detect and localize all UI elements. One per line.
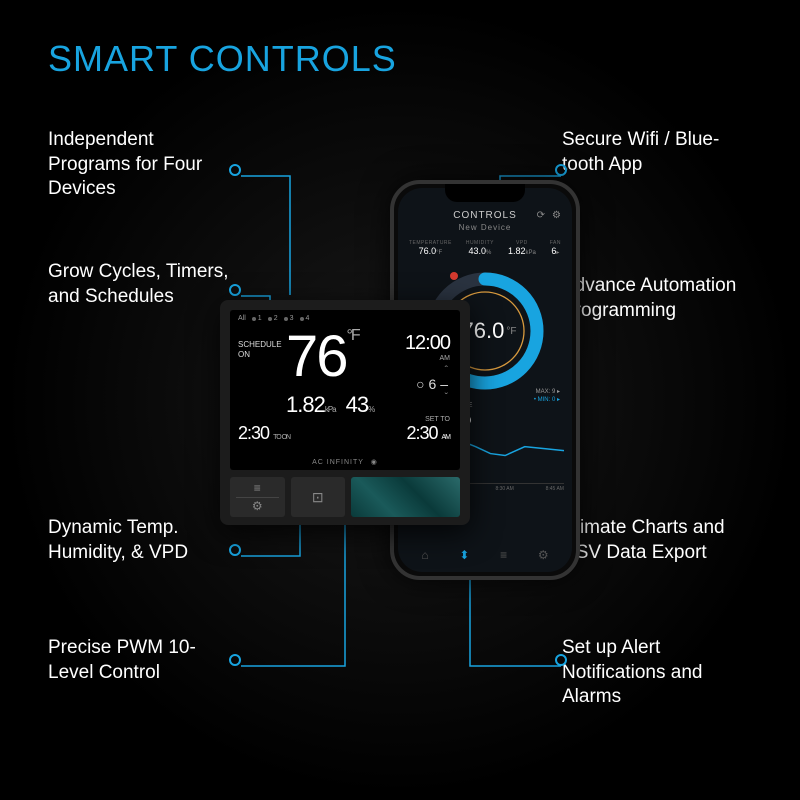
home-icon[interactable]: ⌂ <box>421 548 428 562</box>
feature-left-2: Dynamic Temp. Humidity, & VPD <box>48 516 238 565</box>
chart-icon[interactable]: ⬍ <box>459 548 469 562</box>
refresh-icon[interactable]: ⟳ <box>537 210 546 221</box>
feature-left-0: Independent Programs for Four Devices <box>48 128 238 202</box>
port-2[interactable]: 2 <box>268 315 278 322</box>
clock-time: 12:00 <box>405 332 450 354</box>
callout-dot <box>229 164 241 176</box>
fan-speed: ˆ ○ 6 – ˇ <box>416 365 448 403</box>
pcb-cutaway <box>351 477 460 517</box>
sliders-icon[interactable]: ≡ <box>500 548 507 562</box>
humidity-value: 43 <box>346 392 368 417</box>
controller-buttons: ≡ ⚙ ⊡ <box>230 477 460 517</box>
controller-screen: All 1234 SCHEDULEON 76°F 12:00 AM ˆ ○ 6 –… <box>230 310 460 470</box>
callout-dot <box>229 654 241 666</box>
gauge-max: MAX: 9 ▸ <box>534 388 560 396</box>
metric-item: VPD1.82kPa <box>508 240 536 256</box>
setto-label: SET TO <box>406 416 450 423</box>
callout-dot <box>555 654 567 666</box>
humidity-unit: % <box>368 405 374 414</box>
wifi-icon: ◉ <box>371 459 378 466</box>
feature-right-3: Set up Alert Notifications and Alarms <box>562 636 752 710</box>
x-tick: 8:30 AM <box>495 486 513 492</box>
device-name: New Device <box>398 223 572 232</box>
hamburger-icon: ≡ <box>254 479 261 497</box>
menu-button[interactable]: ≡ ⚙ <box>230 477 285 517</box>
metric-item: TEMPERATURE76.0°F <box>409 240 452 256</box>
brand-text: AC INFINITY <box>312 459 364 466</box>
port-4[interactable]: 4 <box>300 315 310 322</box>
kpa-value: 1.82 <box>286 392 325 417</box>
feature-right-0: Secure Wifi / Blue-tooth App <box>562 128 752 177</box>
port-3[interactable]: 3 <box>284 315 294 322</box>
callout-dot <box>555 164 567 176</box>
device-group: CONTROLS New Device ⟳ ⚙ TEMPERATURE76.0°… <box>220 180 580 620</box>
metric-item: HUMIDITY43.0% <box>466 240 494 256</box>
metric-item: FAN6▸ <box>550 240 561 256</box>
mode-icon: ⊡ <box>312 489 324 506</box>
feature-left-3: Precise PWM 10-Level Control <box>48 636 238 685</box>
port-row: All 1234 <box>230 310 460 322</box>
controller-temp-value: 76 <box>286 324 347 389</box>
gauge-temp-unit: °F <box>506 326 516 337</box>
page-title: SMART CONTROLS <box>48 38 397 80</box>
gear-icon: ⚙ <box>252 497 263 515</box>
app-title: CONTROLS <box>453 210 517 221</box>
port-all[interactable]: All <box>238 315 246 322</box>
controller-temp-unit: °F <box>347 327 359 344</box>
phone-notch <box>445 184 525 202</box>
gear-icon[interactable]: ⚙ <box>552 210 562 221</box>
countdown-label: TO ON <box>273 434 290 441</box>
gauge-minmax: MAX: 9 ▸ • MIN: 0 ▸ <box>534 388 560 405</box>
clock-ampm: AM <box>405 355 450 362</box>
set-to: SET TO 2:30 AM <box>406 416 450 444</box>
feature-right-1: Advance Automation Programming <box>562 274 752 323</box>
feature-left-1: Grow Cycles, Timers, and Schedules <box>48 260 238 309</box>
kpa-unit: kPa <box>325 405 336 414</box>
bottom-nav: ⌂ ⬍ ≡ ⚙ <box>398 542 572 568</box>
controller-mid-readings: 1.82kPa 43% <box>286 392 374 418</box>
gauge-min: • MIN: 0 ▸ <box>534 397 560 403</box>
gear-icon[interactable]: ⚙ <box>538 548 549 562</box>
controller-clock: 12:00 AM <box>405 332 450 362</box>
controller-temp: 76°F <box>286 328 359 386</box>
schedule-label: SCHEDULEON <box>238 340 282 359</box>
controller-mockup: All 1234 SCHEDULEON 76°F 12:00 AM ˆ ○ 6 –… <box>220 300 470 525</box>
controller-brand: AC INFINITY ◉ <box>230 458 460 466</box>
fan-value: 6 – <box>429 376 448 392</box>
metrics-row: TEMPERATURE76.0°F HUMIDITY43.0% VPD1.82kPa… <box>398 232 572 260</box>
setto-ampm: AM <box>442 434 451 441</box>
countdown: 2:30 TO ON <box>238 423 290 444</box>
setto-time: 2:30 <box>406 423 437 443</box>
port-1[interactable]: 1 <box>252 315 262 322</box>
mode-button[interactable]: ⊡ <box>291 477 346 517</box>
feature-right-2: Climate Charts and CSV Data Export <box>562 516 752 565</box>
countdown-value: 2:30 <box>238 423 269 443</box>
x-tick: 8:45 AM <box>546 486 564 492</box>
